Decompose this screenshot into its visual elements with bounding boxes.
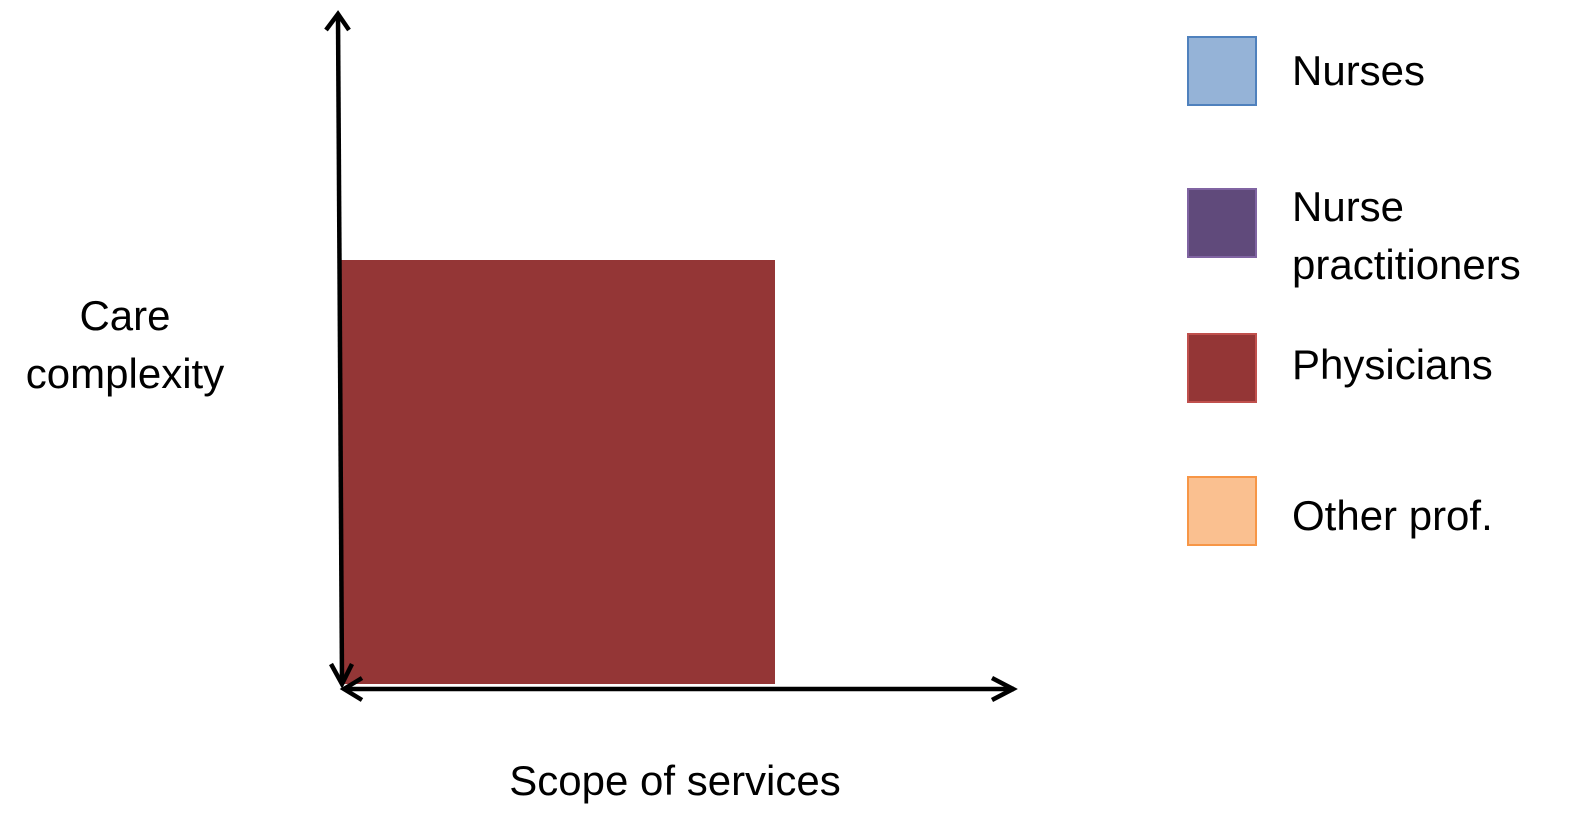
legend-label-line: Nurse — [1292, 183, 1405, 230]
legend-swatch-nurse-practitioners — [1187, 188, 1257, 258]
y-axis-arrowhead-top — [324, 10, 351, 32]
legend-label-line: practitioners — [1292, 241, 1521, 288]
legend-swatch-physicians — [1187, 333, 1257, 403]
y-axis-arrowhead-bottom — [329, 662, 355, 689]
legend-label-line: Physicians — [1292, 341, 1493, 388]
legend-label-line: Other prof. — [1292, 492, 1493, 539]
legend-label-other-prof: Other prof. — [1292, 487, 1493, 545]
legend-swatch-nurses — [1187, 36, 1257, 106]
x-axis-arrowhead-left — [339, 676, 364, 702]
y-axis-label-line-2: complexity — [25, 350, 225, 397]
x-axis-arrowhead-right — [990, 676, 1018, 702]
legend-label-line: Nurses — [1292, 47, 1426, 94]
legend-swatch-other-prof — [1187, 476, 1257, 546]
x-axis-label: Scope of services — [509, 757, 841, 804]
y-axis-label: Care complexity — [0, 287, 250, 403]
legend-label-nurse-practitioners: Nurse practitioners — [1292, 178, 1521, 294]
physicians-area-box — [340, 260, 775, 684]
legend-label-physicians: Physicians — [1292, 336, 1493, 394]
y-axis-label-line-1: Care — [79, 292, 171, 339]
legend-label-nurses: Nurses — [1292, 42, 1425, 100]
y-axis-line — [335, 15, 345, 683]
